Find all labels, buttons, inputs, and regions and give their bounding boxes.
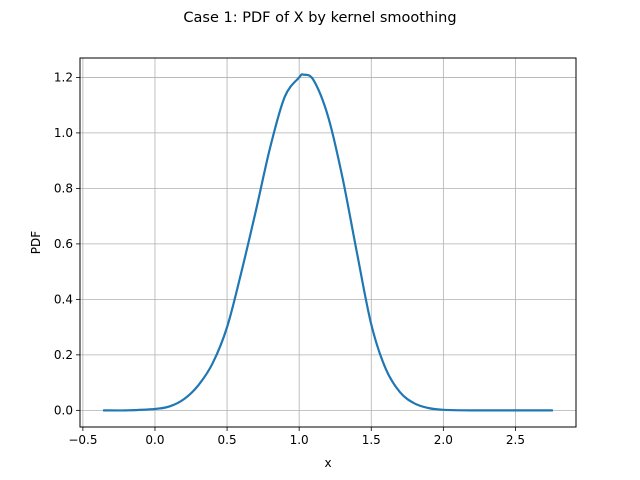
y-tick-label: 1.2 bbox=[54, 70, 73, 84]
y-tick-label: 0.8 bbox=[54, 181, 73, 195]
series-layer bbox=[103, 73, 553, 412]
x-tick-label: 1.5 bbox=[362, 433, 381, 447]
x-tick-label: 0.5 bbox=[218, 433, 237, 447]
x-tick-label: 1.0 bbox=[290, 433, 309, 447]
y-tick-label: 0.0 bbox=[54, 403, 73, 417]
y-axis-label: PDF bbox=[29, 231, 43, 254]
y-tick-label: 0.2 bbox=[54, 348, 73, 362]
pdf-series-line bbox=[103, 73, 553, 412]
x-tick-label: 0.0 bbox=[145, 433, 164, 447]
plot-area-frame bbox=[79, 57, 577, 428]
chart-title: Case 1: PDF of X by kernel smoothing bbox=[183, 10, 456, 26]
x-tick-label: −0.5 bbox=[68, 433, 97, 447]
x-tick-label: 2.0 bbox=[434, 433, 453, 447]
axis-ticks: −0.5 0.0 0.5 1.0 1.5 2.0 2.5 0.0 0.2 0.4 0.6 0.8 1.0… bbox=[54, 70, 525, 447]
y-tick-label: 0.6 bbox=[54, 237, 73, 251]
x-axis-label: x bbox=[324, 456, 331, 470]
grid bbox=[80, 58, 576, 427]
x-tick-label: 2.5 bbox=[506, 433, 525, 447]
y-tick-label: 1.0 bbox=[54, 126, 73, 140]
y-tick-label: 0.4 bbox=[54, 292, 73, 306]
